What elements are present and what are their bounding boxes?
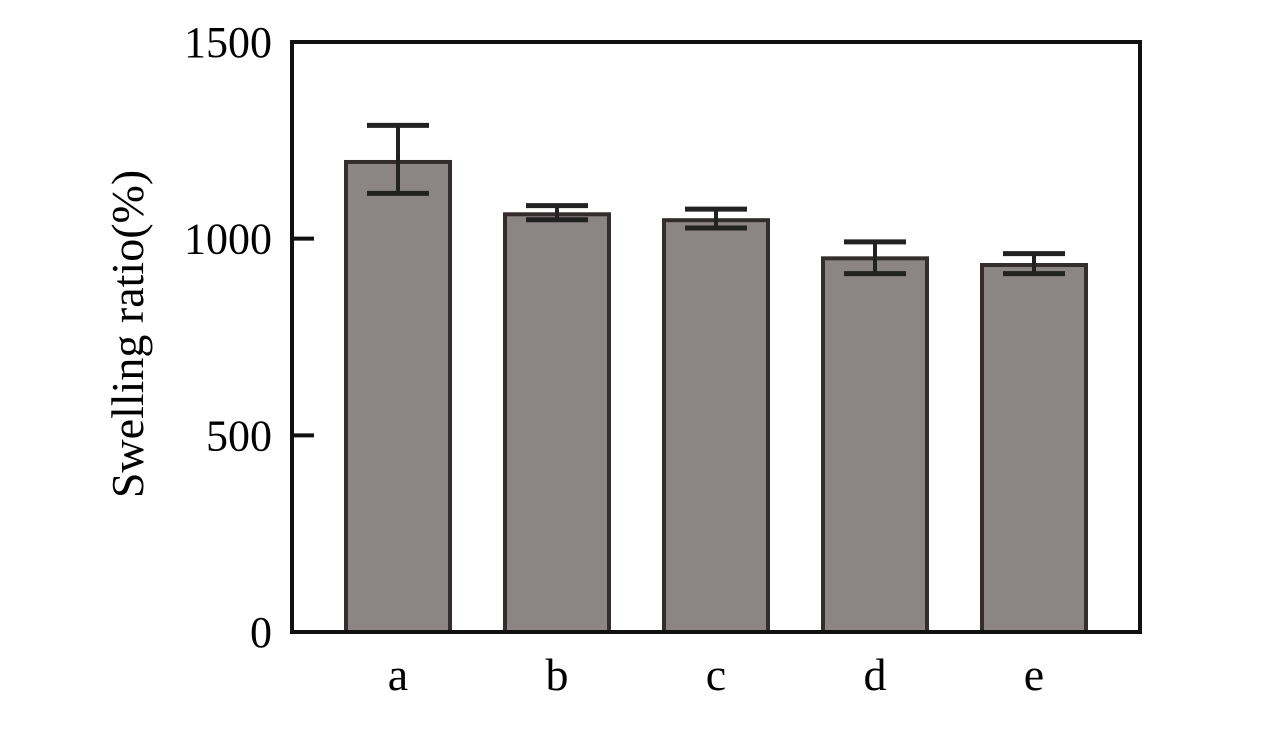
x-category-label: a [388,649,408,700]
bar-d [821,256,929,634]
bar-a [344,159,452,634]
x-category-label: c [706,649,726,700]
y-tick-label: 1500 [184,18,272,67]
bar-c [662,218,770,634]
y-tick-label: 500 [206,411,272,460]
y-tick-label: 0 [250,608,272,657]
y-tick-label: 1000 [184,215,272,264]
x-category-label: b [546,649,569,700]
plot-border [290,40,1142,634]
bar-b [503,212,611,634]
x-category-label: e [1024,649,1044,700]
x-category-label: d [864,649,887,700]
y-axis-title: Swelling ratio(%) [102,170,153,498]
bar-e [980,263,1088,634]
